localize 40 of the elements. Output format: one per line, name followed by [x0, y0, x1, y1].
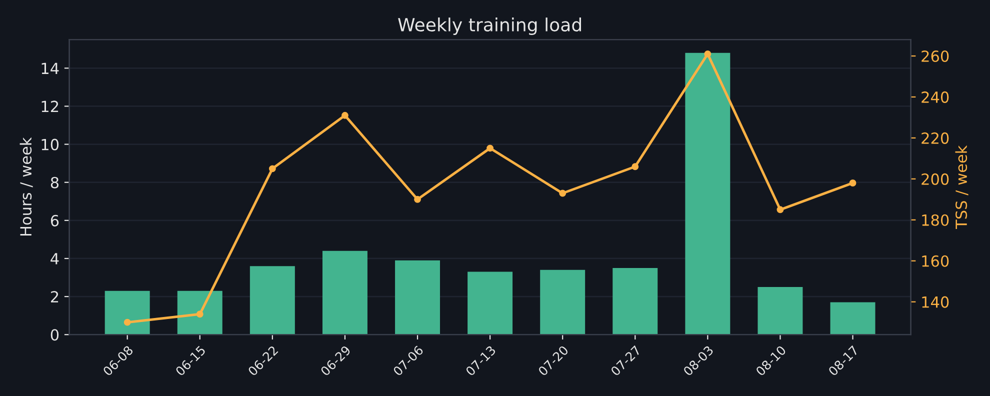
y-tick-label: 4: [50, 253, 59, 264]
y2-tick-label: 200: [922, 173, 949, 185]
y2-tick-label: 240: [922, 91, 949, 103]
y2-tick-label: 220: [922, 132, 949, 144]
y-tick-label: 12: [42, 100, 58, 112]
y-tick-label: 8: [50, 176, 59, 188]
chart-title: Weekly training load: [398, 18, 581, 36]
bar: [758, 287, 803, 335]
y2-tick-label: 160: [922, 255, 949, 267]
y-tick-label: 0: [50, 329, 59, 341]
y-axis-title: Hours / week: [20, 137, 33, 236]
point: [559, 190, 566, 197]
point: [486, 144, 494, 152]
y2-tick-label: 180: [922, 214, 949, 226]
point: [704, 50, 712, 58]
point: [414, 196, 421, 203]
point: [632, 163, 639, 170]
point: [196, 310, 204, 318]
point: [341, 112, 348, 119]
bar: [250, 266, 295, 335]
bar: [395, 260, 440, 335]
bar: [177, 290, 222, 335]
y-tick-label: 10: [42, 138, 59, 150]
bar: [830, 302, 876, 335]
point: [124, 318, 131, 326]
y2-tick-label: 140: [922, 296, 949, 308]
y-tick-label: 2: [50, 291, 58, 302]
bar: [612, 268, 658, 335]
y-tick-label: 14: [42, 62, 59, 74]
y-tick-label: 6: [50, 214, 59, 226]
bar: [322, 250, 368, 335]
point: [849, 180, 856, 186]
bar: [468, 272, 513, 335]
point: [776, 206, 784, 214]
bar: [685, 52, 730, 335]
y2-axis-title: TSS / week: [955, 145, 968, 230]
point: [268, 165, 276, 172]
bar: [540, 270, 586, 335]
y2-tick-label: 260: [922, 50, 949, 62]
bar: [104, 290, 150, 335]
